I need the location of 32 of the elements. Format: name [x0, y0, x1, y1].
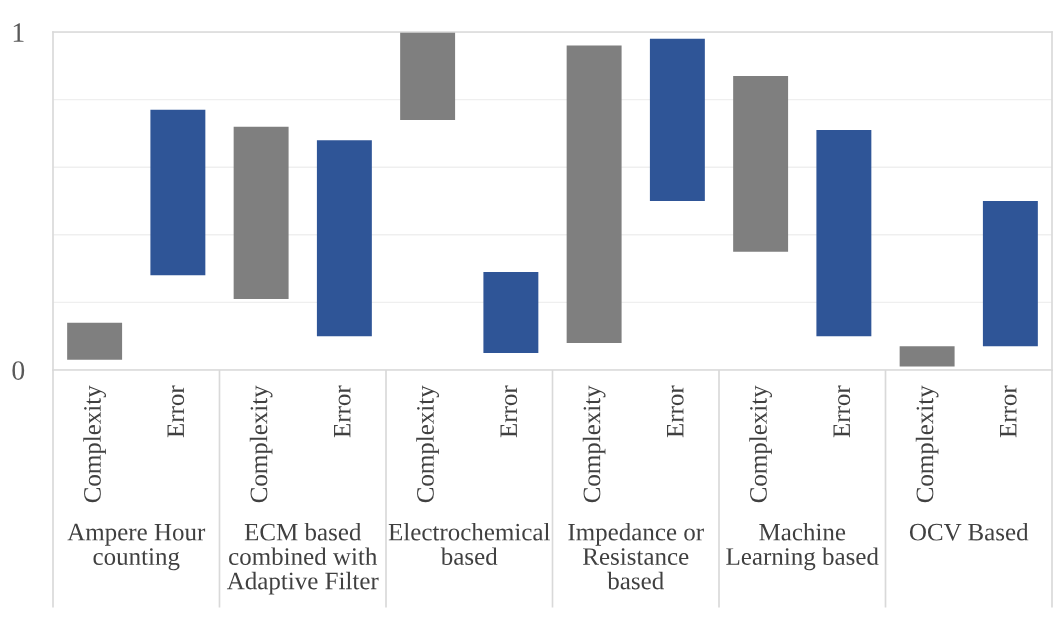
y-tick-label: 1 [13, 23, 24, 42]
text: OCV Based [909, 523, 1029, 541]
bar [150, 109, 206, 276]
bar [649, 38, 705, 201]
x-tick-label: Error [167, 385, 185, 438]
bar [400, 32, 456, 120]
bar [233, 126, 289, 300]
bar [982, 201, 1038, 347]
x-tick-label: Error [1000, 385, 1017, 438]
bar [67, 322, 123, 360]
text: Ampere Hour counting [67, 523, 206, 571]
bar [733, 75, 789, 252]
bar [483, 271, 539, 354]
x-tick-label: Error [334, 385, 351, 438]
x-tick-label: Complexity [915, 385, 939, 503]
x-tick-label: Complexity [83, 385, 106, 503]
text: Electrochemical based [388, 523, 550, 565]
text: Impedance or Resistance based [568, 523, 704, 590]
x-tick-label: Error [833, 385, 851, 438]
x-tick-label: Complexity [749, 385, 772, 503]
x-tick-label: Error [667, 385, 684, 438]
bar [316, 140, 372, 337]
x-tick-label: Error [500, 385, 518, 438]
x-tick-label: Complexity [416, 385, 439, 503]
bar [816, 130, 872, 337]
text: ECM based combined with Adaptive Filter [226, 523, 379, 595]
x-tick-label: Complexity [582, 385, 606, 503]
bar [566, 45, 622, 343]
bar [899, 346, 955, 367]
text: Machine Learning based [726, 523, 879, 571]
x-tick-label: Complexity [249, 385, 273, 503]
y-tick-label: 0 [12, 361, 25, 380]
